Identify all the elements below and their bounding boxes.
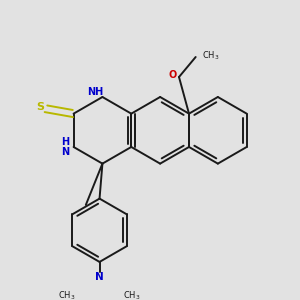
- Text: NH: NH: [87, 87, 103, 97]
- Text: CH$_3$: CH$_3$: [123, 289, 141, 300]
- Text: CH$_3$: CH$_3$: [202, 49, 220, 62]
- Text: O: O: [169, 70, 177, 80]
- Text: H
N: H N: [61, 137, 69, 157]
- Text: S: S: [36, 102, 44, 112]
- Text: CH$_3$: CH$_3$: [58, 289, 76, 300]
- Text: N: N: [95, 272, 104, 282]
